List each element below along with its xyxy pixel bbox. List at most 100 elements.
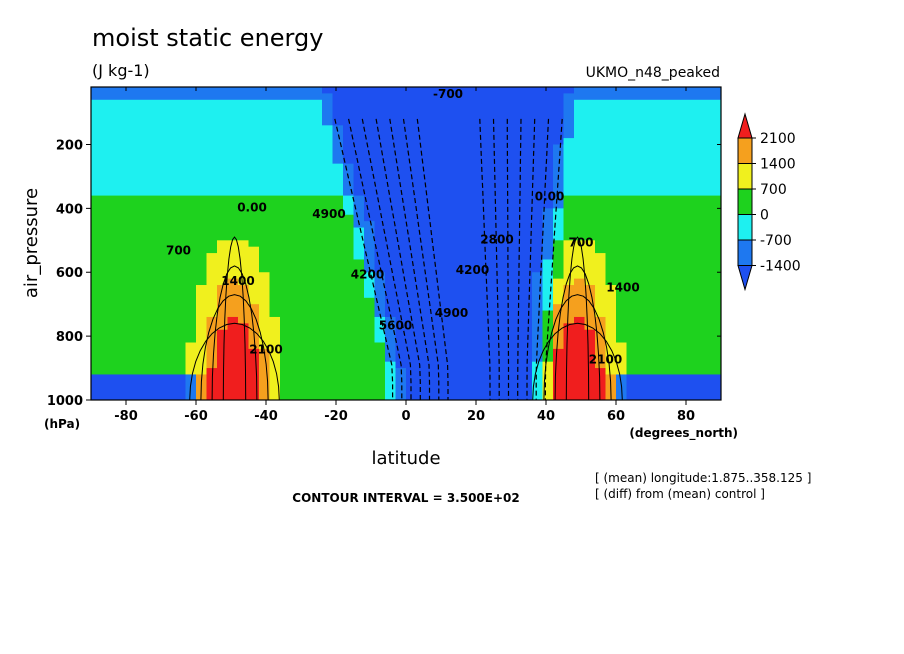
field-cell bbox=[458, 393, 470, 400]
field-cell bbox=[112, 323, 124, 331]
field-cell bbox=[332, 208, 344, 216]
field-cell bbox=[584, 361, 596, 369]
field-cell bbox=[332, 304, 344, 312]
field-cell bbox=[122, 348, 134, 356]
field-cell bbox=[605, 201, 617, 209]
field-cell bbox=[374, 125, 386, 133]
field-cell bbox=[479, 310, 491, 318]
field-cell bbox=[658, 227, 670, 235]
field-cell bbox=[290, 368, 302, 376]
field-cell bbox=[700, 323, 712, 331]
field-cell bbox=[143, 285, 155, 293]
field-cell bbox=[437, 176, 449, 184]
field-cell bbox=[563, 157, 575, 165]
field-cell bbox=[122, 278, 134, 286]
field-cell bbox=[668, 259, 680, 267]
field-cell bbox=[616, 393, 628, 400]
field-cell bbox=[490, 278, 502, 286]
field-cell bbox=[227, 125, 239, 133]
field-cell bbox=[521, 144, 533, 152]
field-cell bbox=[668, 265, 680, 273]
field-cell bbox=[91, 368, 103, 376]
field-cell bbox=[668, 387, 680, 395]
field-cell bbox=[290, 361, 302, 369]
field-cell bbox=[343, 285, 355, 293]
field-cell bbox=[479, 291, 491, 299]
field-cell bbox=[217, 310, 229, 318]
field-cell bbox=[364, 144, 376, 152]
field-cell bbox=[553, 297, 565, 305]
field-cell bbox=[259, 368, 271, 376]
x-tick-label: -20 bbox=[324, 409, 348, 424]
field-cell bbox=[322, 131, 334, 139]
field-cell bbox=[374, 87, 386, 94]
field-cell bbox=[343, 150, 355, 158]
field-cell bbox=[133, 131, 145, 139]
field-cell bbox=[458, 380, 470, 388]
field-cell bbox=[511, 170, 523, 178]
field-cell bbox=[175, 355, 187, 363]
field-cell bbox=[647, 348, 659, 356]
field-cell bbox=[532, 253, 544, 261]
field-cell bbox=[259, 144, 271, 152]
field-cell bbox=[227, 201, 239, 209]
field-cell bbox=[458, 368, 470, 376]
field-cell bbox=[269, 170, 281, 178]
field-cell bbox=[269, 336, 281, 344]
field-cell bbox=[164, 285, 176, 293]
field-cell bbox=[500, 112, 512, 120]
field-cell bbox=[427, 214, 439, 222]
field-cell bbox=[710, 285, 721, 293]
field-cell bbox=[658, 361, 670, 369]
field-cell bbox=[511, 285, 523, 293]
field-cell bbox=[668, 233, 680, 241]
field-cell bbox=[101, 323, 113, 331]
field-cell bbox=[595, 93, 607, 101]
field-cell bbox=[605, 259, 617, 267]
field-cell bbox=[679, 297, 691, 305]
field-cell bbox=[668, 221, 680, 229]
field-cell bbox=[322, 259, 334, 267]
field-cell bbox=[101, 348, 113, 356]
field-cell bbox=[227, 361, 239, 369]
field-cell bbox=[511, 278, 523, 286]
field-cell bbox=[500, 170, 512, 178]
field-cell bbox=[532, 272, 544, 280]
field-cell bbox=[521, 253, 533, 261]
field-cell bbox=[406, 150, 418, 158]
field-cell bbox=[290, 291, 302, 299]
field-cell bbox=[406, 201, 418, 209]
field-cell bbox=[395, 208, 407, 216]
field-cell bbox=[196, 278, 208, 286]
field-cell bbox=[164, 336, 176, 344]
field-cell bbox=[679, 112, 691, 120]
field-cell bbox=[101, 93, 113, 101]
field-cell bbox=[385, 106, 397, 114]
field-cell bbox=[637, 348, 649, 356]
field-cell bbox=[164, 214, 176, 222]
field-cell bbox=[269, 342, 281, 350]
field-cell bbox=[143, 201, 155, 209]
field-cell bbox=[196, 208, 208, 216]
field-cell bbox=[343, 348, 355, 356]
field-cell bbox=[511, 253, 523, 261]
field-cell bbox=[521, 285, 533, 293]
field-cell bbox=[248, 374, 260, 382]
field-cell bbox=[469, 272, 481, 280]
field-cell bbox=[616, 323, 628, 331]
field-cell bbox=[227, 93, 239, 101]
field-cell bbox=[647, 265, 659, 273]
field-cell bbox=[238, 201, 250, 209]
field-cell bbox=[374, 131, 386, 139]
field-cell bbox=[563, 118, 575, 126]
field-cell bbox=[710, 336, 721, 344]
field-cell bbox=[112, 304, 124, 312]
field-cell bbox=[248, 297, 260, 305]
field-cell bbox=[532, 387, 544, 395]
field-cell bbox=[416, 182, 428, 190]
field-cell bbox=[500, 253, 512, 261]
field-cell bbox=[700, 310, 712, 318]
field-cell bbox=[584, 259, 596, 267]
field-cell bbox=[689, 221, 701, 229]
field-cell bbox=[154, 272, 166, 280]
